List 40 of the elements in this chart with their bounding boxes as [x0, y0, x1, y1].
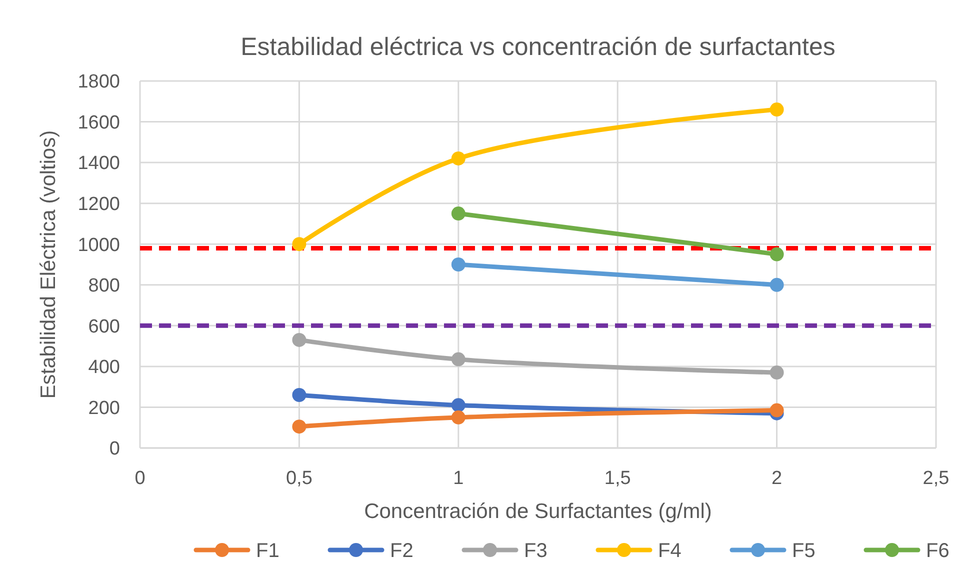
y-tick-label: 200	[88, 398, 120, 419]
point	[451, 352, 466, 366]
y-tick-label: 0	[109, 438, 120, 460]
x-tick-label: 0	[134, 468, 146, 489]
legend-label: F6	[926, 540, 950, 562]
point	[451, 398, 466, 412]
point	[770, 247, 784, 262]
point	[292, 388, 306, 402]
x-tick-label: 1,5	[604, 468, 631, 489]
legend-label: F5	[792, 540, 816, 562]
legend-label: F4	[658, 540, 682, 562]
y-tick-label: 1800	[78, 72, 120, 93]
x-axis-title: Concentración de Surfactantes (g/ml)	[364, 500, 712, 523]
y-tick-label: 600	[88, 316, 120, 338]
point	[292, 237, 306, 252]
point	[451, 410, 466, 424]
x-tick-label: 2	[772, 468, 782, 489]
point	[451, 151, 466, 166]
y-axis-title: Estabilidad Eléctrica (voltios)	[37, 130, 60, 399]
y-tick-label: 1000	[78, 234, 120, 256]
x-tick-label: 0,5	[286, 468, 312, 489]
legend-label: F2	[390, 540, 414, 562]
point	[292, 420, 306, 434]
point	[451, 258, 466, 272]
y-tick-label: 400	[88, 357, 120, 378]
point	[770, 278, 784, 292]
legend-label: F1	[256, 540, 280, 562]
point	[770, 366, 784, 380]
point	[770, 102, 784, 117]
x-tick-label: 2,5	[922, 468, 950, 489]
y-tick-label: 1400	[78, 153, 120, 174]
chart-title: Estabilidad eléctrica vs concentración de surfactantes	[240, 33, 836, 61]
x-tick-label: 1	[453, 468, 464, 489]
y-tick-label: 1600	[78, 112, 120, 134]
y-tick-label: 1200	[78, 194, 120, 215]
legend-label: F3	[524, 540, 548, 562]
y-tick-label: 800	[88, 276, 120, 297]
point	[292, 332, 306, 347]
point	[770, 403, 784, 418]
point	[451, 206, 466, 221]
